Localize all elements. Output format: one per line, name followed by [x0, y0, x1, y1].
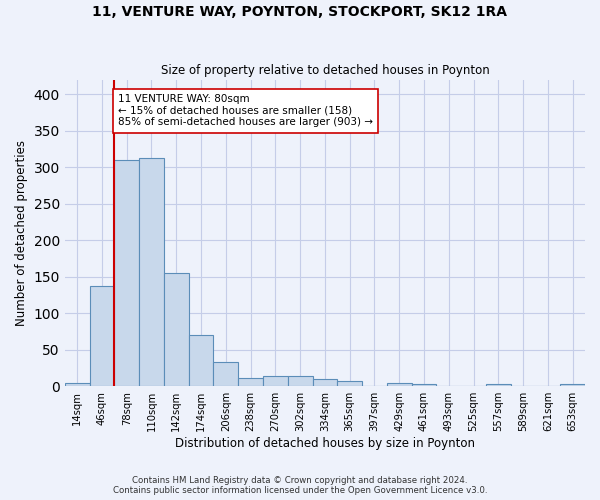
- Text: 11 VENTURE WAY: 80sqm
← 15% of detached houses are smaller (158)
85% of semi-det: 11 VENTURE WAY: 80sqm ← 15% of detached …: [118, 94, 373, 128]
- Bar: [238, 378, 263, 386]
- X-axis label: Distribution of detached houses by size in Poynton: Distribution of detached houses by size …: [175, 437, 475, 450]
- Bar: [89, 286, 115, 386]
- Bar: [486, 384, 511, 386]
- Bar: [313, 379, 337, 386]
- Bar: [560, 384, 585, 386]
- Bar: [188, 335, 214, 386]
- Bar: [288, 376, 313, 386]
- Bar: [387, 384, 412, 386]
- Y-axis label: Number of detached properties: Number of detached properties: [15, 140, 28, 326]
- Title: Size of property relative to detached houses in Poynton: Size of property relative to detached ho…: [161, 64, 489, 77]
- Bar: [139, 158, 164, 386]
- Bar: [214, 362, 238, 386]
- Bar: [412, 384, 436, 386]
- Bar: [65, 382, 89, 386]
- Text: Contains HM Land Registry data © Crown copyright and database right 2024.
Contai: Contains HM Land Registry data © Crown c…: [113, 476, 487, 495]
- Text: 11, VENTURE WAY, POYNTON, STOCKPORT, SK12 1RA: 11, VENTURE WAY, POYNTON, STOCKPORT, SK1…: [92, 5, 508, 19]
- Bar: [263, 376, 288, 386]
- Bar: [164, 273, 188, 386]
- Bar: [115, 160, 139, 386]
- Bar: [337, 381, 362, 386]
